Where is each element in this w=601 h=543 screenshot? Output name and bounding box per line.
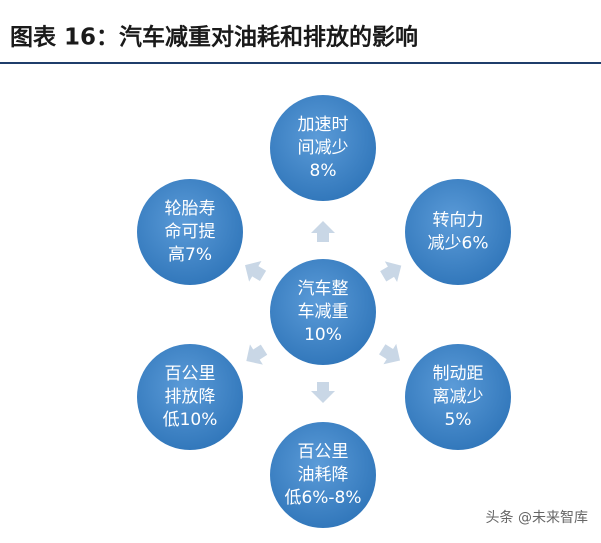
node-circle [270, 422, 376, 528]
node-label: 8% [310, 161, 337, 181]
node-circle [270, 95, 376, 201]
node-label: 低6%-8% [284, 488, 361, 508]
arrow [311, 382, 335, 403]
node-label: 加速时 [298, 115, 349, 135]
node-label: 10% [304, 325, 342, 345]
node-label: 命可提 [165, 222, 216, 242]
node-circle [270, 259, 376, 365]
node-circle [405, 344, 511, 450]
node-label: 间减少 [298, 138, 349, 158]
watermark: 头条 @未来智库 [486, 509, 588, 526]
node-label: 减少6% [428, 234, 489, 254]
arrow [311, 221, 335, 242]
node-label: 百公里 [165, 364, 216, 384]
arrows [245, 221, 402, 403]
title: 图表 16：汽车减重对油耗和排放的影响 [10, 24, 418, 51]
node-label: 离减少 [433, 387, 484, 407]
node-label: 排放降 [165, 387, 216, 407]
arrow [245, 260, 267, 282]
node-circle [405, 179, 511, 285]
node-label: 轮胎寿 [165, 199, 216, 219]
arrow [379, 343, 401, 365]
arrow [246, 344, 268, 365]
node-label: 转向力 [433, 211, 484, 231]
node-label: 5% [445, 410, 472, 430]
arrow [380, 261, 402, 283]
node-label: 油耗降 [298, 465, 349, 485]
node-label: 车减重 [298, 302, 349, 322]
node-label: 低10% [163, 410, 218, 430]
node-label: 高7% [168, 245, 212, 265]
node-label: 百公里 [298, 442, 349, 462]
node-circle [137, 344, 243, 450]
node-label: 制动距 [433, 364, 484, 384]
node-label: 汽车整 [298, 279, 349, 299]
node-circle [137, 179, 243, 285]
